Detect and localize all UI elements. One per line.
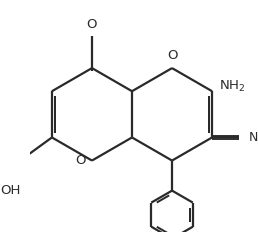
Text: O: O bbox=[167, 49, 177, 62]
Text: OH: OH bbox=[0, 184, 21, 197]
Text: NH$_2$: NH$_2$ bbox=[219, 79, 245, 94]
Text: O: O bbox=[87, 18, 97, 31]
Text: O: O bbox=[76, 154, 86, 167]
Text: N: N bbox=[248, 131, 258, 144]
